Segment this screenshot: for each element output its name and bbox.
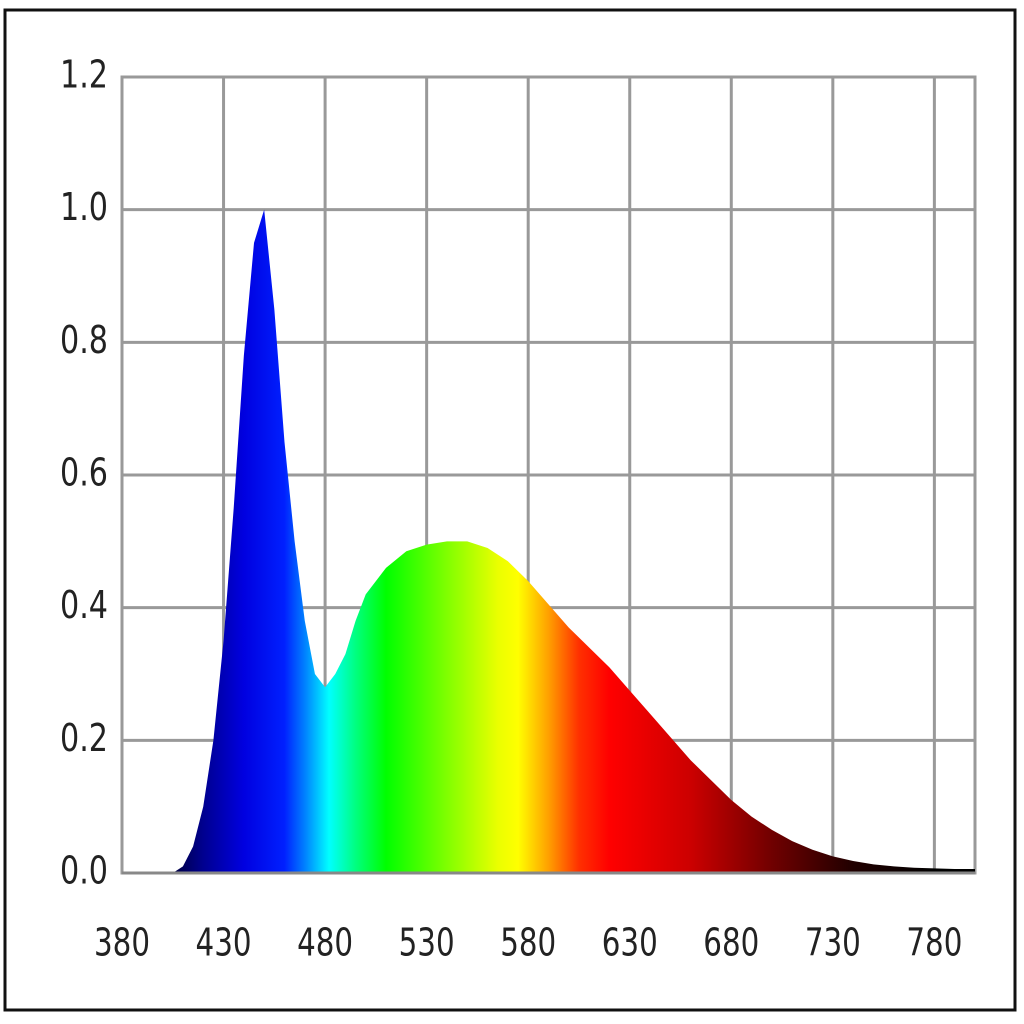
x-tick-label: 530 xyxy=(399,921,455,965)
x-tick-label: 430 xyxy=(196,921,252,965)
x-tick-label: 780 xyxy=(906,921,962,965)
y-tick-label: 0.0 xyxy=(60,849,108,893)
x-tick-label: 480 xyxy=(297,921,353,965)
x-tick-label: 680 xyxy=(703,921,759,965)
x-tick-label: 580 xyxy=(500,921,556,965)
x-tick-label: 730 xyxy=(805,921,861,965)
y-tick-label: 0.4 xyxy=(60,583,108,627)
y-tick-label: 0.6 xyxy=(60,451,108,495)
spectrum-area xyxy=(122,209,975,873)
x-tick-label: 630 xyxy=(602,921,658,965)
y-tick-label: 1.0 xyxy=(60,185,108,229)
y-tick-label: 1.2 xyxy=(60,53,108,97)
x-tick-label: 380 xyxy=(94,921,150,965)
y-tick-label: 0.2 xyxy=(60,716,108,760)
y-tick-label: 0.8 xyxy=(60,318,108,362)
